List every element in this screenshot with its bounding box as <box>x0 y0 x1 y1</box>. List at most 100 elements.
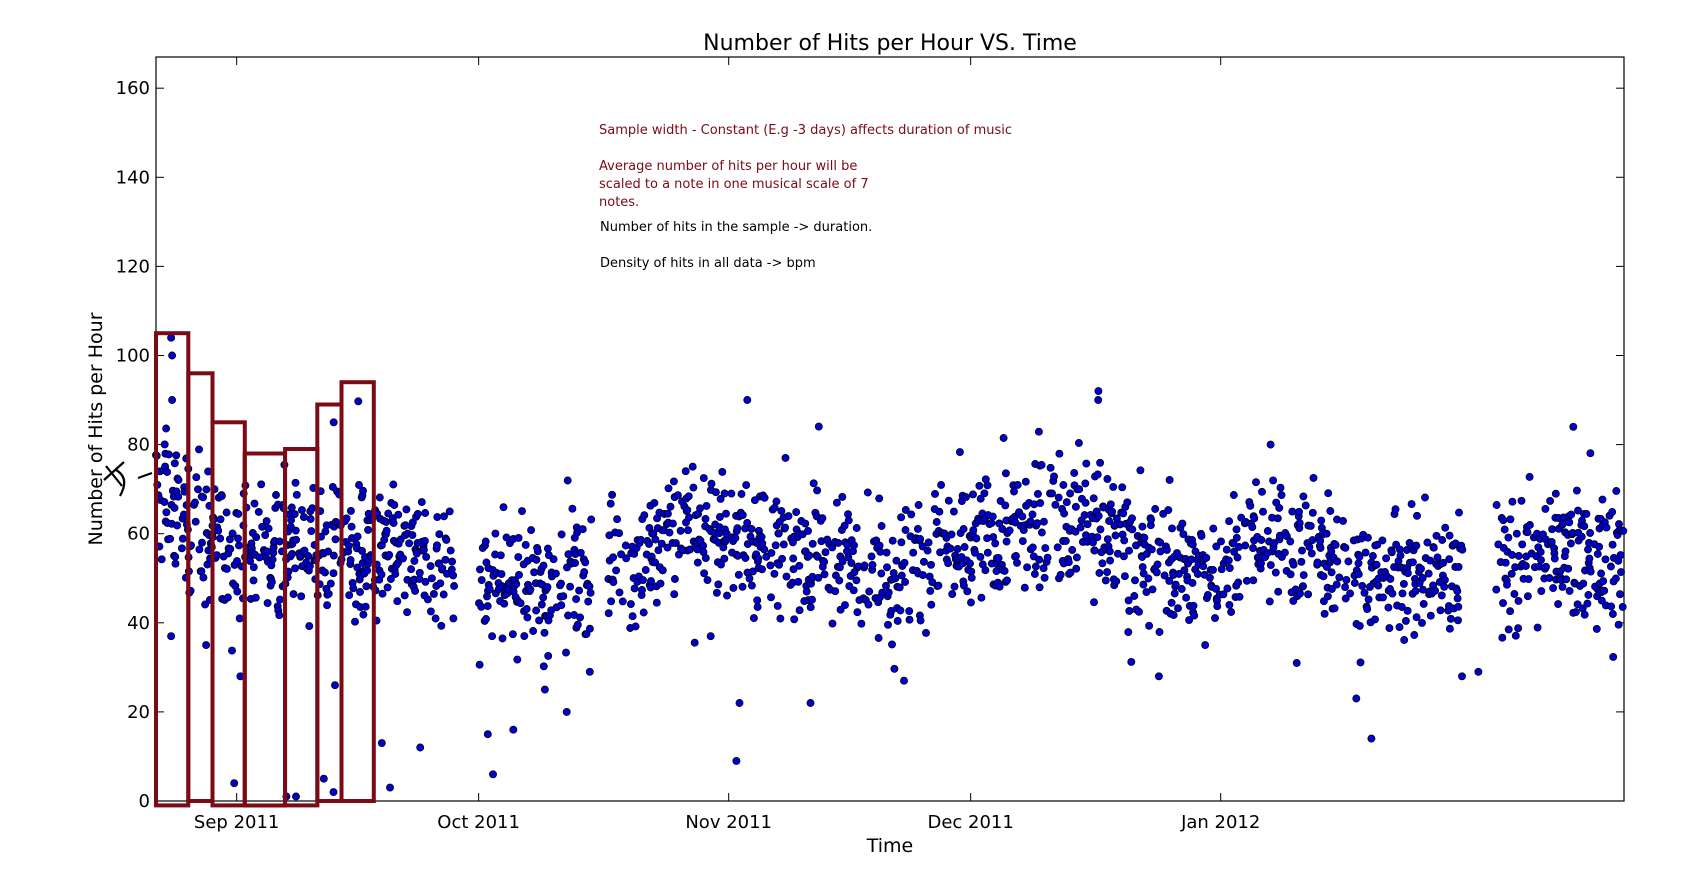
data-point <box>509 725 518 734</box>
data-point <box>1098 559 1107 568</box>
data-point <box>1308 536 1317 545</box>
data-point <box>1441 523 1450 532</box>
data-point <box>852 524 861 532</box>
data-point <box>1514 624 1523 633</box>
x-axis-label: Time <box>866 835 914 857</box>
data-point <box>608 490 617 499</box>
data-point <box>918 542 927 551</box>
data-point <box>1498 633 1507 642</box>
data-point <box>527 526 536 535</box>
data-point <box>758 565 766 574</box>
data-point <box>571 559 580 567</box>
data-point <box>1616 551 1625 560</box>
data-point <box>157 555 166 564</box>
data-point <box>1606 562 1615 571</box>
data-point <box>410 556 419 565</box>
data-point <box>774 529 783 538</box>
data-point <box>1438 536 1447 544</box>
data-point <box>1233 553 1242 562</box>
data-point <box>1387 548 1396 557</box>
data-point <box>386 575 395 583</box>
data-point <box>1123 498 1132 507</box>
data-point <box>1571 608 1580 617</box>
data-point <box>1440 582 1449 591</box>
data-point <box>191 517 200 526</box>
data-point <box>918 571 927 580</box>
data-point <box>1167 598 1176 607</box>
data-point <box>703 576 712 585</box>
data-point <box>167 632 176 641</box>
data-point <box>820 557 829 566</box>
data-point <box>1584 545 1592 554</box>
data-point <box>1225 517 1234 526</box>
data-point <box>1048 489 1056 498</box>
data-point <box>1170 589 1179 598</box>
data-point <box>638 586 646 594</box>
data-point <box>1426 556 1435 565</box>
data-point <box>508 630 517 639</box>
x-tick-label: Sep 2011 <box>194 812 279 833</box>
data-point <box>745 574 754 583</box>
data-point <box>411 586 420 595</box>
data-point <box>355 481 363 489</box>
data-point <box>773 601 782 610</box>
data-point <box>1039 517 1048 526</box>
data-point <box>849 586 858 595</box>
data-point <box>393 597 402 606</box>
data-point <box>1139 580 1148 589</box>
data-point <box>297 592 306 601</box>
data-point <box>587 515 596 524</box>
y-tick-label: 120 <box>116 256 150 277</box>
data-point <box>969 490 977 499</box>
data-point <box>606 499 615 508</box>
data-point <box>1286 537 1295 546</box>
data-point <box>1512 529 1521 538</box>
data-point <box>559 592 568 601</box>
data-point <box>164 450 173 459</box>
data-point <box>699 474 708 483</box>
data-point <box>1180 566 1189 575</box>
data-point <box>1607 602 1616 611</box>
data-point <box>1033 489 1042 498</box>
data-point <box>234 509 243 518</box>
data-point <box>949 507 958 516</box>
data-point <box>684 526 692 535</box>
data-point <box>1162 545 1171 554</box>
data-point <box>275 611 284 620</box>
data-point <box>580 568 589 577</box>
data-point <box>1230 547 1239 556</box>
data-point <box>776 614 785 623</box>
data-point <box>892 556 901 565</box>
data-point <box>194 485 202 494</box>
data-point <box>700 569 709 578</box>
data-point <box>806 699 815 707</box>
data-point <box>217 491 226 500</box>
y-tick-label: 100 <box>116 345 150 366</box>
data-point <box>417 498 426 507</box>
data-point <box>834 538 843 547</box>
data-point <box>1235 592 1244 601</box>
data-point <box>1250 514 1259 523</box>
data-point <box>782 572 791 581</box>
data-point <box>1074 439 1083 447</box>
data-point <box>1076 523 1085 532</box>
data-point <box>168 396 177 404</box>
data-point <box>1352 694 1361 703</box>
data-point <box>717 560 725 569</box>
data-point <box>353 532 362 541</box>
data-point <box>1131 576 1139 585</box>
data-point <box>789 554 798 563</box>
data-point <box>1580 610 1589 619</box>
data-point <box>1395 623 1404 632</box>
data-point <box>291 478 300 487</box>
data-point <box>297 506 306 515</box>
data-point <box>235 614 244 623</box>
data-point <box>1597 569 1606 578</box>
data-point <box>615 529 624 538</box>
data-point <box>1595 542 1604 551</box>
data-point <box>897 513 906 522</box>
data-point <box>378 589 387 598</box>
data-point <box>821 548 830 557</box>
data-point <box>1437 591 1446 600</box>
data-point <box>1269 476 1278 485</box>
